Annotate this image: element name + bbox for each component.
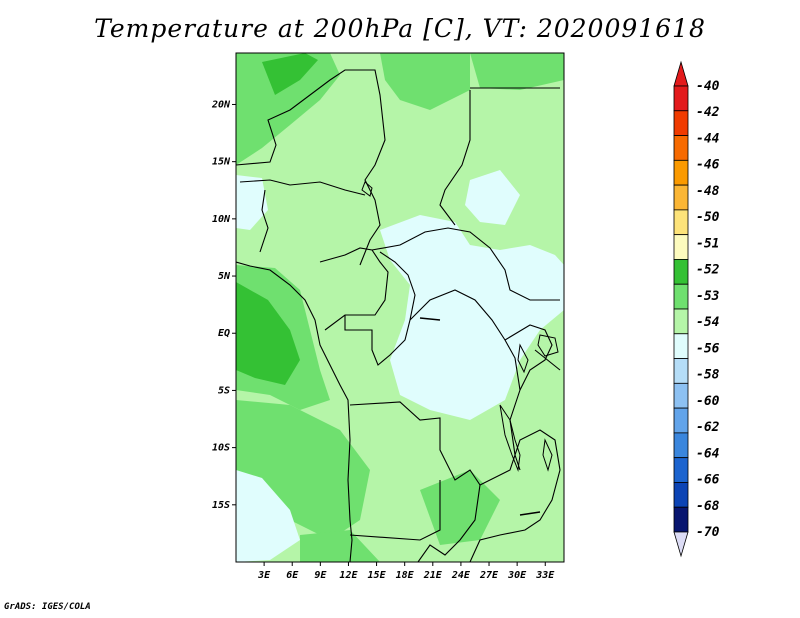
colorbar-swatch <box>673 85 689 112</box>
colorbar-label: -53 <box>696 289 720 304</box>
colorbar-label: -50 <box>696 210 720 225</box>
field-zone-north-52 <box>262 53 318 95</box>
lon-tick-label: 33E <box>535 570 555 581</box>
colorbar-label: -60 <box>696 394 720 409</box>
lat-tick-label: 20N <box>211 99 231 110</box>
colorbar-swatch <box>673 184 689 211</box>
colorbar-label: -58 <box>696 368 720 383</box>
colorbar-label: -54 <box>696 315 720 330</box>
lon-tick-label: 24E <box>451 570 471 581</box>
field-zone-north-east-53 <box>380 53 470 110</box>
colorbar-label: -52 <box>696 263 720 278</box>
lat-tick-label: 10S <box>212 443 230 454</box>
colorbar-label: -68 <box>696 499 720 514</box>
colorbar-label: -40 <box>696 79 720 94</box>
colorbar-legend: -40 -42 -44 -46 -48 -50 -51 -52 -53 -54 -56 -58 -60 -… <box>673 60 720 558</box>
colorbar-label: -48 <box>696 184 720 199</box>
map-plot-area <box>236 53 564 562</box>
colorbar-swatch <box>673 382 689 409</box>
field-zone-sudan-56 <box>465 170 520 225</box>
colorbar-swatch <box>673 457 689 483</box>
lon-tick-label: 6E <box>286 570 299 581</box>
colorbar-low-end <box>673 531 689 558</box>
colorbar-label: -64 <box>696 446 720 461</box>
lon-tick-label: 15E <box>368 570 387 581</box>
lat-tick-label: 5S <box>218 385 230 396</box>
lon-tick-label: 30E <box>507 570 527 581</box>
colorbar-swatch <box>673 308 689 335</box>
lon-tick-label: 3E <box>257 570 271 581</box>
colorbar-swatch <box>673 110 689 136</box>
country-borders <box>236 69 561 562</box>
colorbar-label: -66 <box>696 473 720 488</box>
colorbar-swatch <box>673 432 689 459</box>
colorbar-swatch <box>673 407 689 434</box>
colorbar-label: -44 <box>696 131 720 146</box>
colorbar-label: -42 <box>696 105 720 120</box>
colorbar-swatch <box>673 333 689 359</box>
lat-tick-label: 15N <box>212 157 231 168</box>
colorbar-swatch <box>673 482 689 508</box>
colorbar-swatch <box>673 259 689 285</box>
map-title: Temperature at 200hPa [C], VT: 202009161… <box>94 14 706 43</box>
lon-tick-label: 27E <box>479 570 499 581</box>
colorbar-label: -46 <box>696 158 720 173</box>
colorbar-swatch <box>673 358 689 384</box>
lat-tick-label: 15S <box>212 500 230 511</box>
colorbar-swatch <box>673 159 689 186</box>
field-zone-south-west-53 <box>236 400 370 540</box>
lake-outlines <box>361 181 559 516</box>
colorbar-swatch <box>673 506 689 533</box>
lon-tick-label: 21E <box>423 570 443 581</box>
colorbar-swatch <box>673 234 689 260</box>
colorbar-swatch <box>673 135 689 161</box>
lon-tick-label: 18E <box>396 570 415 581</box>
lon-tick-label: 12E <box>339 570 358 581</box>
field-zone-north-west-53 <box>236 53 340 165</box>
colorbar-swatch <box>673 209 689 236</box>
lat-tick-label: 10N <box>212 214 231 225</box>
lat-tick-label: EQ <box>218 328 230 339</box>
field-zone-gulf-52 <box>236 282 300 385</box>
field-zone-west-56 <box>236 175 268 230</box>
colorbar-high-end <box>673 60 689 87</box>
colorbar-label: -62 <box>696 420 720 435</box>
lat-tick-label: 5N <box>218 271 231 282</box>
latitude-axis: 20N 15N 10N 5N EQ 5S 10S 15S <box>211 99 236 511</box>
map-frame <box>235 52 565 563</box>
longitude-axis: 3E 6E 9E 12E 15E 18E 21E 24E 27E 30E 33E <box>257 562 555 581</box>
field-zone-south-53 <box>300 530 380 562</box>
colorbar-label: -51 <box>696 236 719 251</box>
field-zone-congo-56 <box>380 215 564 420</box>
colorbar-swatch <box>673 283 689 310</box>
colorbar-label: -70 <box>696 525 720 540</box>
lon-tick-label: 9E <box>314 570 327 581</box>
field-zone-south-west-56 <box>236 470 300 562</box>
grads-credit: GrADS: IGES/COLA <box>4 602 91 612</box>
field-zone-north-east-b-53 <box>470 53 564 90</box>
colorbar-label: -56 <box>696 341 720 356</box>
